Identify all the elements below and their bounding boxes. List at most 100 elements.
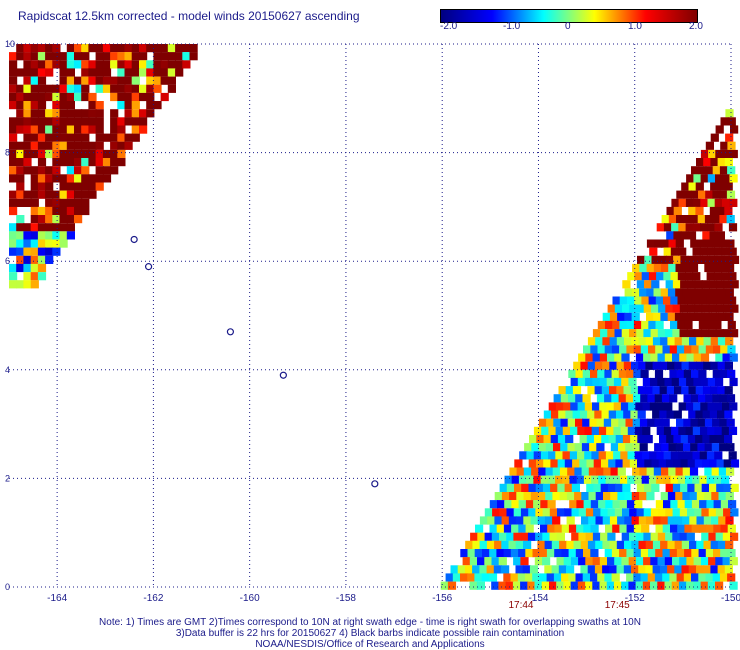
data-cell <box>23 44 32 53</box>
data-cell <box>719 394 728 403</box>
data-cell <box>516 492 525 501</box>
data-cell <box>611 345 621 354</box>
data-cell <box>583 475 593 484</box>
data-cell <box>674 386 683 395</box>
data-cell <box>467 573 476 582</box>
data-cell <box>672 304 681 313</box>
data-cell <box>727 320 736 330</box>
data-cell <box>596 443 605 452</box>
data-cell <box>634 500 643 509</box>
data-cell <box>717 337 727 346</box>
data-cell <box>591 426 600 435</box>
data-cell <box>597 320 606 330</box>
data-cell <box>603 418 612 427</box>
data-cell <box>620 426 629 435</box>
data-cell <box>655 296 664 305</box>
data-cell <box>30 92 39 102</box>
data-cell <box>167 60 176 69</box>
data-cell <box>648 475 658 484</box>
data-cell <box>654 239 663 248</box>
data-cell <box>652 386 661 395</box>
data-cell <box>704 443 713 452</box>
data-cell <box>698 166 707 175</box>
data-cell <box>632 263 641 273</box>
data-cell <box>23 223 32 232</box>
data-cell <box>646 467 655 476</box>
data-cell <box>66 60 75 69</box>
data-cell <box>37 149 47 159</box>
data-cell <box>81 149 90 159</box>
data-cell <box>506 483 515 492</box>
data-cell <box>691 524 700 533</box>
data-cell <box>578 353 587 362</box>
data-cell <box>117 44 126 53</box>
data-cell <box>523 467 532 476</box>
data-cell <box>661 239 670 248</box>
data-cell <box>643 557 652 566</box>
data-cell <box>725 133 734 142</box>
data-cell <box>618 369 627 378</box>
data-cell <box>124 76 133 85</box>
data-cell <box>88 101 97 110</box>
data-cell <box>681 337 690 346</box>
data-cell <box>605 320 614 330</box>
data-cell <box>535 483 544 492</box>
data-cell <box>723 459 732 468</box>
data-cell <box>614 353 623 362</box>
data-cell <box>674 565 683 574</box>
data-cell <box>724 565 733 574</box>
data-cell <box>139 60 148 69</box>
data-cell <box>644 483 653 492</box>
data-cell <box>575 394 584 403</box>
data-cell <box>621 581 630 590</box>
data-cell <box>81 133 90 142</box>
data-cell <box>600 329 609 338</box>
data-cell <box>23 84 32 93</box>
data-cell <box>725 109 734 118</box>
data-cell <box>531 443 540 452</box>
data-cell <box>663 451 672 460</box>
data-cell <box>59 206 68 216</box>
data-cell <box>599 402 608 411</box>
data-cell <box>37 247 47 256</box>
data-cell <box>677 524 686 533</box>
data-cell <box>600 483 609 492</box>
data-cell <box>639 263 648 273</box>
data-cell <box>709 206 718 216</box>
data-cell <box>645 386 654 395</box>
data-cell <box>659 435 668 444</box>
data-cell <box>669 369 678 378</box>
data-cell <box>606 402 615 411</box>
data-cell <box>613 451 622 460</box>
data-cell <box>565 386 574 395</box>
data-cell <box>23 247 32 256</box>
data-cell <box>9 223 18 232</box>
data-cell <box>74 141 83 150</box>
data-cell <box>709 483 718 492</box>
data-cell <box>553 418 562 427</box>
data-cell <box>623 386 632 395</box>
data-cell <box>81 206 90 216</box>
data-cell <box>592 402 601 411</box>
data-cell <box>663 500 672 509</box>
data-cell <box>139 44 148 53</box>
data-cell <box>617 312 626 321</box>
data-cell <box>627 272 636 281</box>
data-cell <box>74 117 83 126</box>
data-cell <box>626 296 636 305</box>
data-cell <box>536 459 545 468</box>
colorbar-tick-label: 2.0 <box>689 21 703 32</box>
data-cell <box>16 92 25 102</box>
data-cell <box>628 557 637 566</box>
data-cell <box>717 182 726 191</box>
data-cell <box>504 500 513 509</box>
data-cell <box>45 174 54 183</box>
data-cell <box>589 443 598 452</box>
data-cell <box>153 76 162 85</box>
data-cell <box>582 418 591 427</box>
data-cell <box>644 255 653 264</box>
data-cell <box>635 426 644 435</box>
data-cell <box>499 483 508 492</box>
data-cell <box>708 532 717 541</box>
data-cell <box>139 52 148 61</box>
